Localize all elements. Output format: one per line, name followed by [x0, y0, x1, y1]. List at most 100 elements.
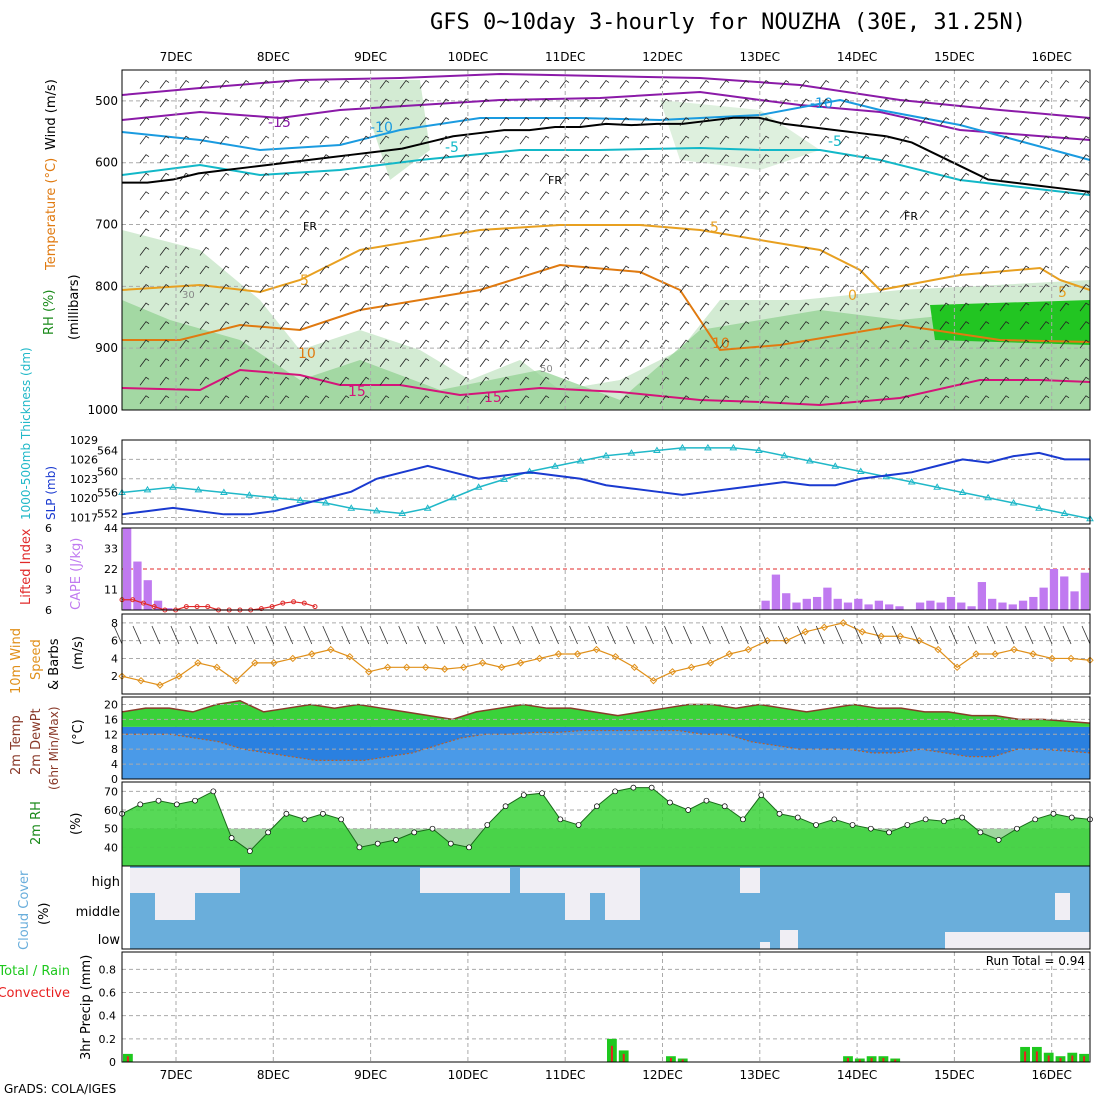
surface-wind-barb — [1062, 625, 1072, 645]
wind-barb — [1079, 395, 1090, 405]
wind-barb — [499, 209, 510, 219]
cape-bar — [1008, 604, 1017, 610]
wind-barb — [999, 339, 1010, 349]
wind-barb — [899, 395, 910, 405]
wind-barb — [799, 209, 810, 219]
wind-barb — [1019, 302, 1030, 312]
wind-barb — [359, 172, 370, 182]
wind-barb — [699, 172, 710, 182]
wind-barb — [1039, 191, 1050, 201]
wind-barb — [979, 172, 990, 182]
wind-barb — [159, 98, 170, 108]
surface-wind-barb — [151, 625, 161, 645]
wind-barb — [399, 284, 410, 293]
surface-wind-barb — [455, 625, 465, 645]
freezing-level-label: FR — [548, 174, 562, 187]
rh2m-marker — [740, 816, 746, 823]
thickness-marker — [245, 491, 254, 498]
wind-barb — [479, 80, 490, 89]
wind-barb — [559, 135, 570, 145]
date-label-bottom: 11DEC — [545, 1068, 585, 1082]
wind-barb — [799, 265, 810, 275]
wind-barb — [1019, 191, 1030, 201]
wind-barb — [939, 321, 950, 330]
wind-barb — [739, 339, 750, 349]
wind-barb — [739, 395, 750, 405]
wind-barb — [199, 172, 210, 182]
wind-barb — [299, 98, 310, 108]
wind-barb — [1059, 265, 1070, 275]
wind-barb — [279, 376, 290, 386]
wind-barb — [759, 395, 770, 405]
wind-barb — [419, 80, 430, 89]
wind-tick-label: 6 — [111, 635, 118, 648]
wind-barb — [279, 395, 290, 405]
thickness-marker — [933, 483, 942, 490]
wind-barb — [379, 172, 390, 182]
wind-barb — [579, 98, 590, 108]
rh2m-marker — [338, 816, 345, 823]
wind-barb — [939, 339, 950, 349]
wind-barb — [139, 98, 150, 108]
rh2m-marker — [502, 803, 509, 810]
wind-barb — [1019, 172, 1030, 182]
wind-barb — [879, 135, 890, 145]
wind-barb — [939, 191, 950, 201]
pressure-tick-label: 500 — [95, 94, 118, 108]
cape-bar — [915, 602, 925, 610]
wind-barb — [919, 117, 930, 126]
wind-barb — [639, 117, 650, 126]
slp-tick-label: 1026 — [70, 453, 98, 466]
wind-speed-marker — [421, 663, 430, 672]
wind-barb — [639, 191, 650, 201]
wind-barb — [939, 80, 950, 89]
cloud-fill — [760, 942, 770, 949]
wind-barb — [339, 80, 350, 89]
wind-barb — [379, 98, 390, 108]
wind-barb — [1039, 98, 1050, 108]
wind-barb — [899, 80, 910, 89]
wind-barb — [1039, 246, 1050, 256]
wind-barb — [1059, 98, 1070, 108]
wind-barb — [779, 172, 790, 182]
wind-barb — [519, 154, 530, 163]
convective-bar — [1047, 1055, 1050, 1062]
wind-barb — [919, 172, 930, 182]
wind-speed-marker — [668, 668, 677, 676]
wind-barb — [359, 154, 370, 163]
wind-barb — [159, 321, 170, 330]
wind-barb — [319, 228, 330, 238]
wind-speed-marker — [573, 650, 582, 658]
wind-barb — [399, 80, 410, 89]
wind-barb — [299, 228, 310, 238]
wind-barb — [1039, 265, 1050, 275]
wind-barb — [639, 98, 650, 108]
wind-barb — [299, 246, 310, 256]
wind-barb — [519, 172, 530, 182]
wind-barb — [559, 154, 570, 163]
cape-bar — [164, 608, 173, 610]
wind-barb — [539, 265, 550, 275]
temp-line — [121, 699, 1091, 724]
wind-barb — [879, 284, 890, 293]
t2m-tick-label: 12 — [104, 728, 118, 741]
wind-barb — [1059, 228, 1070, 238]
surface-wind-barb — [208, 625, 218, 645]
wind-speed-marker — [649, 676, 658, 685]
cape-panel-frame — [121, 527, 1091, 611]
wind-barb — [1079, 284, 1090, 293]
rh2m-tick-label: 40 — [104, 841, 118, 854]
wind-barb — [779, 209, 790, 219]
wind-barb — [259, 135, 270, 145]
wind-barb — [1039, 302, 1050, 312]
surface-wind-barb — [910, 625, 920, 645]
wind-barb — [339, 98, 350, 108]
wind-barb — [599, 98, 610, 108]
wind-barb — [319, 321, 330, 330]
wind-barb — [839, 246, 850, 256]
wind-barb — [439, 98, 450, 108]
wind-barb — [219, 172, 230, 182]
wind-barb — [799, 302, 810, 312]
wind-barb — [619, 98, 630, 108]
li-axis-label: Lifted Index — [19, 528, 34, 605]
